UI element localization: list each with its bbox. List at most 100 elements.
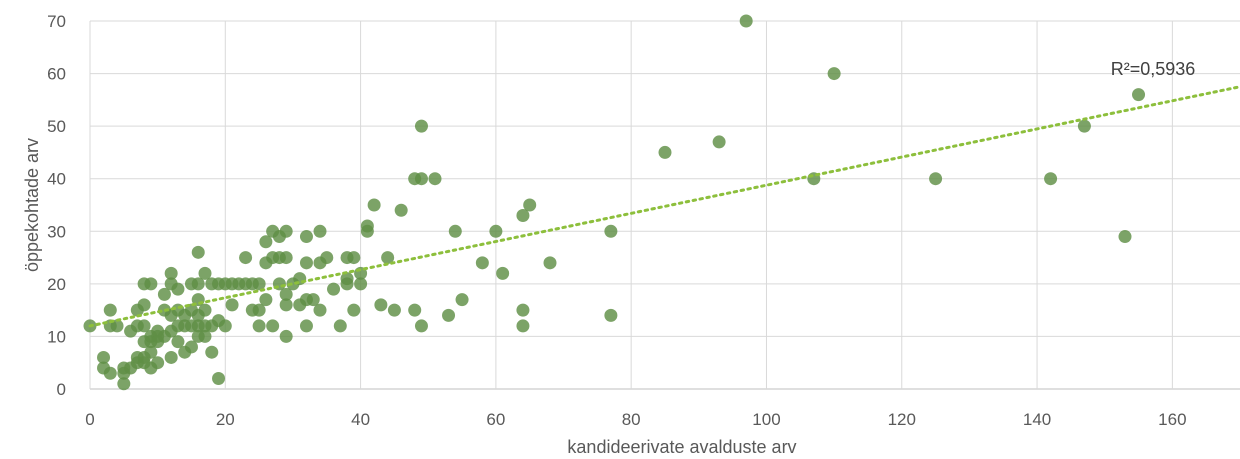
- data-point: [448, 224, 462, 238]
- data-point: [299, 319, 313, 333]
- data-point: [97, 350, 111, 364]
- data-point: [164, 350, 178, 364]
- data-point: [475, 256, 489, 270]
- data-point: [516, 209, 530, 223]
- data-point: [496, 266, 510, 280]
- r-squared-annotation: R²=0,5936: [1111, 59, 1196, 79]
- x-axis-title: kandideerivate avalduste arv: [567, 437, 796, 457]
- data-point: [1077, 119, 1091, 133]
- data-point: [110, 319, 124, 333]
- data-point: [387, 303, 401, 317]
- data-point: [252, 303, 266, 317]
- y-tick-label: 10: [47, 327, 66, 346]
- data-point: [137, 298, 151, 312]
- data-point: [171, 282, 185, 296]
- data-point: [347, 303, 361, 317]
- y-tick-label: 0: [57, 380, 66, 399]
- data-point: [279, 224, 293, 238]
- data-point: [218, 319, 232, 333]
- data-point: [313, 224, 327, 238]
- data-point: [157, 287, 171, 301]
- data-point: [266, 319, 280, 333]
- data-point: [299, 256, 313, 270]
- data-point: [516, 319, 530, 333]
- data-point: [327, 282, 341, 296]
- data-point: [103, 366, 117, 380]
- data-point: [164, 266, 178, 280]
- data-point: [1132, 88, 1146, 102]
- data-point: [198, 303, 212, 317]
- x-tick-label: 40: [351, 410, 370, 429]
- data-point: [144, 345, 158, 359]
- data-point: [543, 256, 557, 270]
- trendline: [88, 85, 1240, 328]
- data-point: [144, 277, 158, 291]
- data-point: [394, 203, 408, 217]
- data-point: [313, 303, 327, 317]
- data-point: [212, 371, 226, 385]
- data-point: [205, 345, 219, 359]
- data-point: [191, 245, 205, 259]
- data-point: [137, 319, 151, 333]
- data-point: [279, 298, 293, 312]
- y-tick-label: 70: [47, 12, 66, 31]
- y-tick-label: 60: [47, 65, 66, 84]
- data-point: [414, 172, 428, 186]
- data-point: [367, 198, 381, 212]
- data-point: [408, 303, 422, 317]
- data-point: [374, 298, 388, 312]
- data-point: [414, 119, 428, 133]
- data-point: [252, 277, 266, 291]
- data-point: [347, 251, 361, 265]
- data-point: [184, 340, 198, 354]
- data-point: [827, 67, 841, 81]
- x-tick-label: 0: [85, 410, 94, 429]
- data-point: [354, 277, 368, 291]
- x-tick-label: 140: [1023, 410, 1051, 429]
- x-tick-label: 60: [486, 410, 505, 429]
- data-point: [489, 224, 503, 238]
- data-point: [604, 224, 618, 238]
- data-point: [239, 251, 253, 265]
- y-axis-title: öppekohtade arv: [22, 138, 42, 272]
- x-tick-labels: 0 20 40 60 80 100 120 140 160: [85, 410, 1186, 429]
- data-point: [279, 251, 293, 265]
- data-point: [279, 287, 293, 301]
- data-point: [604, 308, 618, 322]
- y-tick-label: 40: [47, 170, 66, 189]
- data-point: [1044, 172, 1058, 186]
- data-point: [151, 356, 165, 370]
- x-tick-label: 120: [888, 410, 916, 429]
- y-tick-label: 20: [47, 275, 66, 294]
- y-tick-labels: 0 10 20 30 40 50 60 70: [47, 12, 66, 399]
- data-point: [259, 293, 273, 307]
- data-point: [333, 319, 347, 333]
- data-point: [360, 219, 374, 233]
- data-point: [516, 303, 530, 317]
- data-point: [198, 266, 212, 280]
- data-point: [117, 377, 131, 391]
- data-point: [712, 135, 726, 149]
- data-point: [428, 172, 442, 186]
- data-point: [414, 319, 428, 333]
- x-tick-label: 20: [216, 410, 235, 429]
- data-point: [252, 319, 266, 333]
- data-point: [225, 298, 239, 312]
- data-point: [320, 251, 334, 265]
- y-tick-label: 50: [47, 117, 66, 136]
- data-point: [279, 329, 293, 343]
- data-points: [83, 14, 1146, 391]
- data-point: [103, 303, 117, 317]
- data-point: [739, 14, 753, 28]
- data-point: [299, 230, 313, 244]
- x-tick-label: 80: [622, 410, 641, 429]
- x-tick-label: 160: [1158, 410, 1186, 429]
- data-point: [1118, 230, 1132, 244]
- data-point: [198, 329, 212, 343]
- y-tick-label: 30: [47, 222, 66, 241]
- data-point: [259, 235, 273, 249]
- data-point: [929, 172, 943, 186]
- data-point: [442, 308, 456, 322]
